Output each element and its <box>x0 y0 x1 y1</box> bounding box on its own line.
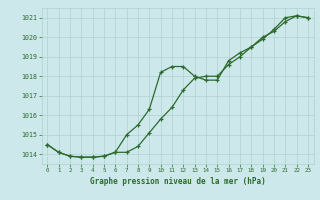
X-axis label: Graphe pression niveau de la mer (hPa): Graphe pression niveau de la mer (hPa) <box>90 177 266 186</box>
